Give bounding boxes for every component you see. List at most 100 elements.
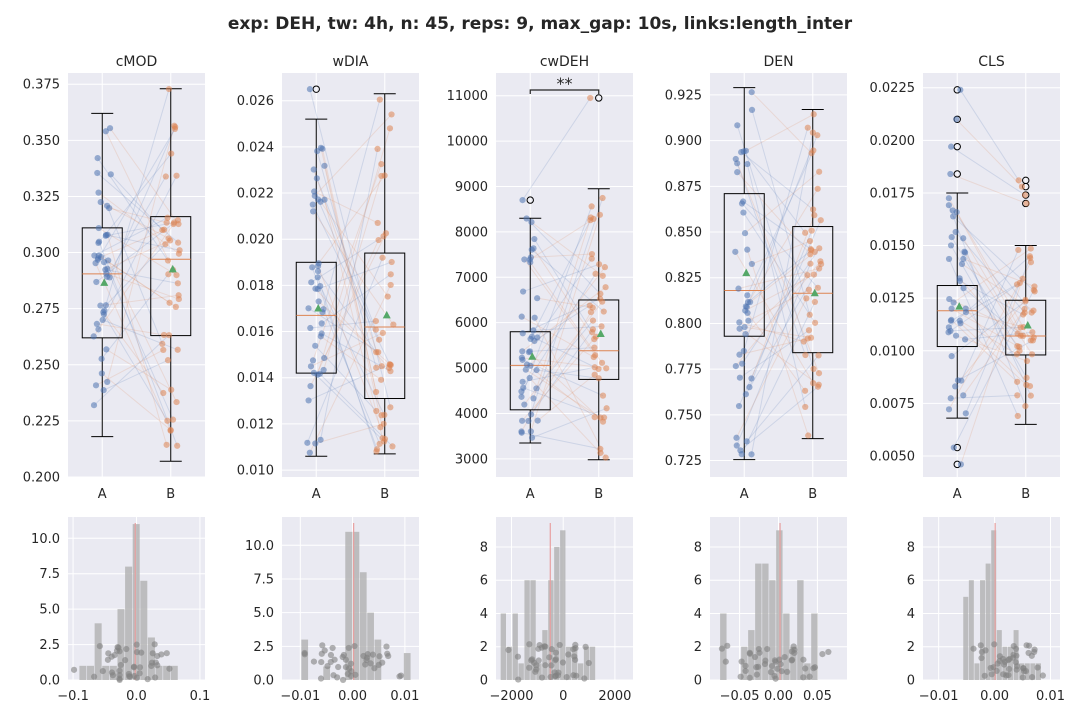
pair-line [106,125,175,383]
y-tick-label: 4 [480,607,488,622]
pair-line [950,245,1028,379]
data-point [591,414,598,421]
data-point [807,260,814,267]
data-point [808,150,815,157]
data-point [589,329,596,336]
mean-marker [314,303,323,312]
pair-line [529,377,601,454]
data-point [733,442,740,449]
y-tick-label: 2.5 [253,640,274,655]
x-tick-label: A [526,487,535,502]
y-tick-label: 0.010 [237,464,274,479]
histogram-bar [132,524,140,680]
data-point [373,364,380,371]
y-tick-label: 0.0225 [870,81,916,96]
diff-point [324,663,331,670]
data-point [732,248,739,255]
data-point [388,111,395,118]
pair-line [747,249,812,303]
data-point [520,288,527,295]
data-point [1014,392,1021,399]
data-point [100,309,107,316]
pair-line [109,126,176,278]
data-point [1030,307,1037,314]
diff-point [379,659,386,666]
pair-line [743,212,816,324]
data-point [534,417,541,424]
diff-point [738,658,745,665]
pair-line [746,355,819,442]
diff-point [546,654,553,661]
pair-line [748,230,813,388]
pair-line [316,150,377,368]
diff-point [554,672,562,679]
pair-line [318,175,386,264]
pair-line [536,369,599,379]
data-point [518,428,525,435]
data-point [523,215,530,222]
pair-line [534,305,591,342]
histogram-bar [536,663,542,680]
diff-point [318,650,325,657]
y-tick-label: 0.018 [237,279,274,294]
pair-line [960,278,1024,465]
data-point [107,171,114,178]
pair-line [522,366,595,383]
diff-point [116,676,123,683]
data-point [518,313,525,320]
data-point [742,391,749,398]
data-point [531,314,538,321]
data-point [310,208,317,215]
pair-line [529,218,594,261]
data-point [314,268,322,275]
data-point [95,326,102,333]
data-point [817,217,824,224]
data-point [525,349,533,356]
data-point [596,261,603,268]
data-point [519,330,526,337]
pair-line [530,253,592,258]
box-panel-cwdeh: ** cwDEH 3000 4000 5000 6000 7000 8000 9000 10000… [447,54,633,502]
pair-line [736,263,811,446]
diff-point [348,672,355,680]
significance-bracket [529,89,600,94]
diff-point [991,641,998,648]
pair-line [746,134,818,308]
histogram-bar [804,663,811,680]
figure-title: exp: DEH, tw: 4h, n: 45, reps: 9, max_ga… [228,14,853,34]
data-point [168,150,175,157]
diff-point [548,662,555,669]
data-point [160,346,167,354]
pair-line [106,176,167,278]
diff-point [319,642,326,649]
data-point [534,295,541,302]
data-point [962,410,969,417]
y-tick-label: 3000 [455,452,488,467]
data-point [526,374,533,382]
diff-point [978,654,985,662]
y-tick-label: 8 [480,540,488,555]
data-point [810,271,818,278]
diff-point [1026,642,1033,649]
y-tick-label: 9000 [455,180,488,195]
data-point [957,320,964,327]
data-point [745,317,752,324]
data-point [100,387,107,394]
data-point [950,213,957,220]
data-point [313,175,320,182]
pair-line [951,308,1018,347]
data-point [949,207,956,214]
data-point [164,357,172,364]
pair-line [533,238,593,333]
diff-point [1005,656,1012,664]
data-point [957,461,964,468]
data-point [98,370,105,377]
pair-line [954,299,1026,387]
pair-line [532,217,592,399]
diff-point [800,674,807,681]
data-point [591,371,598,378]
mean-marker [528,352,537,360]
data-point [595,375,602,382]
diff-point [1013,666,1020,673]
